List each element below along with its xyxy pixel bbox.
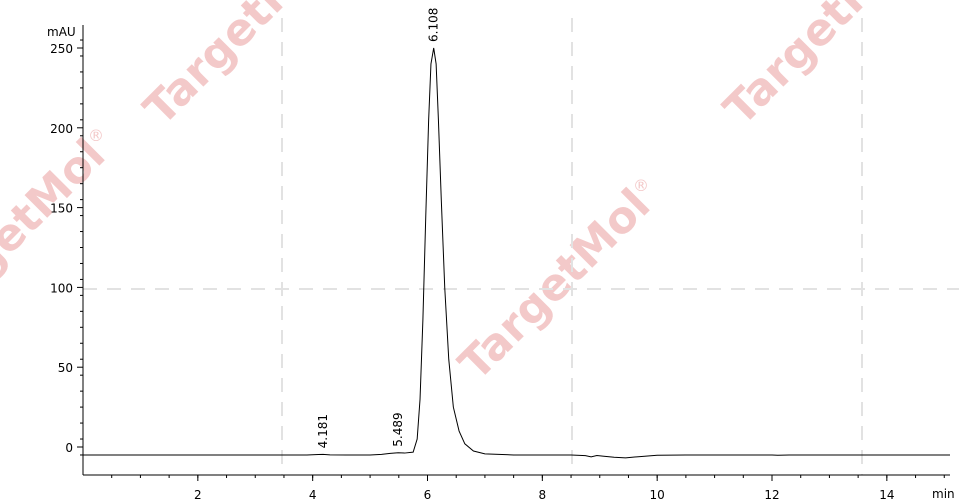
y-tick-label: 50 <box>58 361 73 375</box>
peak-label: 5.489 <box>391 412 405 446</box>
watermark-registered-mark: ® <box>88 126 104 145</box>
watermark-text: TargetMol <box>449 179 660 390</box>
x-axis-label: min <box>932 487 955 501</box>
x-tick-label: 14 <box>879 488 894 502</box>
peak-labels: 4.181 5.489 6.108 <box>316 8 441 449</box>
y-tick-label: 200 <box>50 122 73 136</box>
x-tick-label: 10 <box>650 488 665 502</box>
y-axis-ticks: 0 50 100 150 200 250 <box>50 39 83 456</box>
watermark-text: TargetMol <box>714 0 925 135</box>
x-tick-label: 8 <box>539 488 547 502</box>
x-tick-label: 12 <box>764 488 779 502</box>
chromatogram-trace <box>83 47 950 459</box>
y-axis-label: mAU <box>47 25 76 39</box>
x-tick-label: 4 <box>309 488 317 502</box>
watermark-text: TargetMol <box>0 129 115 340</box>
y-tick-label: 250 <box>50 42 73 56</box>
peak-label: 6.108 <box>427 8 441 42</box>
axes <box>82 25 950 476</box>
watermark-text: TargetMol <box>134 0 345 135</box>
y-tick-label: 150 <box>50 202 73 216</box>
y-tick-label: 0 <box>65 441 73 455</box>
watermark-registered-mark: ® <box>633 176 649 195</box>
x-axis-ticks: 2 4 6 8 10 12 14 <box>111 475 945 502</box>
x-tick-label: 6 <box>424 488 432 502</box>
x-tick-label: 2 <box>194 488 202 502</box>
y-tick-label: 100 <box>50 281 73 295</box>
peak-label: 4.181 <box>316 414 330 448</box>
